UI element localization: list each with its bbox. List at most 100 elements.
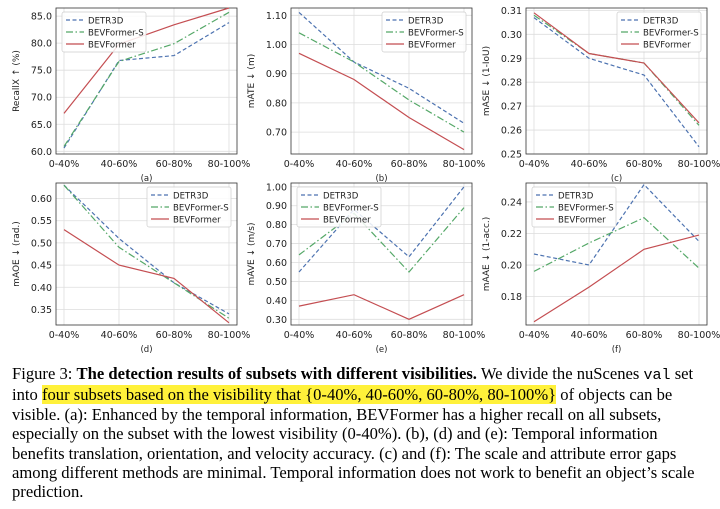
series-line-detr3d — [63, 184, 230, 315]
y-tick-label: 0.55 — [31, 216, 52, 227]
y-tick-label: 0.50 — [266, 277, 287, 288]
y-tick-label: 0.31 — [501, 6, 522, 17]
x-tick-label: 60-80% — [626, 330, 663, 341]
y-tick-label: 0.45 — [31, 261, 52, 272]
y-tick-label: 0.40 — [31, 283, 52, 294]
legend-box — [146, 186, 232, 228]
series-line-bevformer-s — [63, 11, 230, 147]
y-tick-label: 0.30 — [501, 30, 522, 41]
y-tick-label: 0.29 — [501, 54, 522, 65]
chart-grid: 60.0 65.0 70.0 75.0 80.0 85.0 0-40% 40-60% 60-80… — [12, 6, 720, 355]
plot-frame — [525, 182, 708, 326]
y-tick-label: 0.70 — [266, 128, 287, 139]
series-line-bevformer — [533, 12, 700, 124]
y-tick-label: 70.0 — [31, 93, 52, 104]
x-tick-label: 40-60% — [101, 330, 138, 341]
caption-text-3: of objects can be visible. (a): Enhanced… — [12, 385, 695, 502]
legend: DETR3D BEVFormer-S BEVFormer — [296, 186, 382, 228]
plot-frame — [290, 182, 473, 326]
x-tick-label: 80-100% — [208, 159, 251, 170]
panel-label: (c) — [611, 174, 622, 184]
legend-box — [381, 11, 467, 53]
x-tick-label: 60-80% — [156, 159, 193, 170]
y-tick-label: 0.20 — [501, 261, 522, 272]
series-line-detr3d — [298, 186, 465, 273]
legend-label: BEVFormer-S — [88, 28, 144, 38]
series-line-detr3d — [533, 183, 700, 266]
y-axis-label: mAOE ↓ (rad.) — [12, 221, 22, 287]
x-tick-label: 40-60% — [336, 159, 373, 170]
y-tick-label: 0.40 — [266, 296, 287, 307]
caption-title: The detection results of subsets with di… — [76, 364, 477, 383]
caption-text-2: set into — [12, 364, 694, 405]
legend-label: BEVFormer-S — [323, 203, 379, 213]
series-line-detr3d — [298, 11, 465, 124]
legend: DETR3D BEVFormer-S BEVFormer — [381, 11, 467, 53]
y-tick-label: 0.27 — [501, 102, 522, 113]
x-tick-label: 40-60% — [101, 159, 138, 170]
y-tick-label: 1.00 — [266, 182, 287, 193]
legend-label: BEVFormer — [643, 40, 691, 50]
legend-box — [61, 11, 147, 53]
x-tick-label: 0-40% — [284, 330, 315, 341]
y-axis-label: RecallX ↑ (%) — [12, 50, 22, 112]
legend-box — [531, 186, 617, 228]
legend-label: DETR3D — [323, 191, 359, 201]
y-tick-label: 0.18 — [501, 292, 522, 303]
panel-c: 0.25 0.26 0.27 0.28 0.29 0.30 0.31 0-40% 40-60% 6… — [482, 6, 720, 184]
x-tick-label: 60-80% — [391, 330, 428, 341]
series-line-bevformer — [298, 294, 465, 320]
x-tick-label: 80-100% — [208, 330, 251, 341]
y-tick-label: 0.28 — [501, 78, 522, 89]
y-tick-label: 1.00 — [266, 40, 287, 51]
caption-text-1: We divide the nuScenes — [480, 364, 640, 383]
legend-label: DETR3D — [88, 16, 124, 26]
x-tick-label: 60-80% — [391, 159, 428, 170]
y-tick-label: 85.0 — [31, 12, 52, 23]
legend: DETR3D BEVFormer-S BEVFormer — [146, 186, 232, 228]
series-line-bevformer — [533, 234, 700, 323]
legend-label: BEVFormer-S — [643, 28, 699, 38]
x-tick-label: 80-100% — [678, 159, 720, 170]
series-line-bevformer-s — [533, 216, 700, 272]
series-line-bevformer — [63, 229, 230, 324]
x-tick-label: 0-40% — [49, 330, 80, 341]
series-line-bevformer — [63, 7, 230, 114]
y-tick-label: 0.60 — [31, 194, 52, 205]
y-tick-label: 0.22 — [501, 229, 522, 240]
y-tick-label: 0.24 — [501, 197, 522, 208]
legend-label: DETR3D — [173, 191, 209, 201]
x-tick-label: 40-60% — [336, 330, 373, 341]
y-tick-label: 0.30 — [266, 315, 287, 326]
figure-caption: Figure 3: The detection results of subse… — [12, 364, 712, 502]
y-tick-label: 75.0 — [31, 66, 52, 77]
x-tick-label: 40-60% — [571, 159, 608, 170]
panel-label: (a) — [141, 174, 153, 184]
panel-d: 0.35 0.40 0.45 0.50 0.55 0.60 0-40% 40-60% 60-80… — [12, 182, 251, 355]
legend-label: DETR3D — [643, 16, 679, 26]
y-tick-label: 0.90 — [266, 201, 287, 212]
panel-b: 0.70 0.80 0.90 1.00 1.10 0-40% 40-60% 60-80% 80-… — [247, 7, 485, 184]
plot-frame — [55, 182, 238, 326]
legend-box — [616, 11, 702, 53]
caption-code-val: val — [643, 367, 671, 384]
x-tick-label: 60-80% — [626, 159, 663, 170]
legend: DETR3D BEVFormer-S BEVFormer — [61, 11, 147, 53]
panel-label: (e) — [376, 345, 388, 355]
legend: DETR3D BEVFormer-S BEVFormer — [531, 186, 617, 228]
plot-frame — [55, 7, 238, 155]
y-tick-label: 0.50 — [31, 238, 52, 249]
legend-label: BEVFormer — [173, 215, 221, 225]
panel-label: (f) — [612, 345, 622, 355]
y-tick-label: 0.70 — [266, 239, 287, 250]
y-axis-label: mAVE ↓ (m/s) — [247, 223, 257, 286]
legend-label: BEVFormer — [88, 40, 136, 50]
x-tick-label: 0-40% — [519, 159, 550, 170]
y-tick-label: 0.26 — [501, 126, 522, 137]
caption-highlight: four subsets based on the visibility tha… — [41, 385, 557, 405]
legend-label: BEVFormer-S — [558, 203, 614, 213]
x-tick-label: 80-100% — [443, 330, 486, 341]
series-line-detr3d — [533, 17, 700, 148]
legend-box — [296, 186, 382, 228]
caption-label: Figure 3: — [12, 364, 73, 383]
